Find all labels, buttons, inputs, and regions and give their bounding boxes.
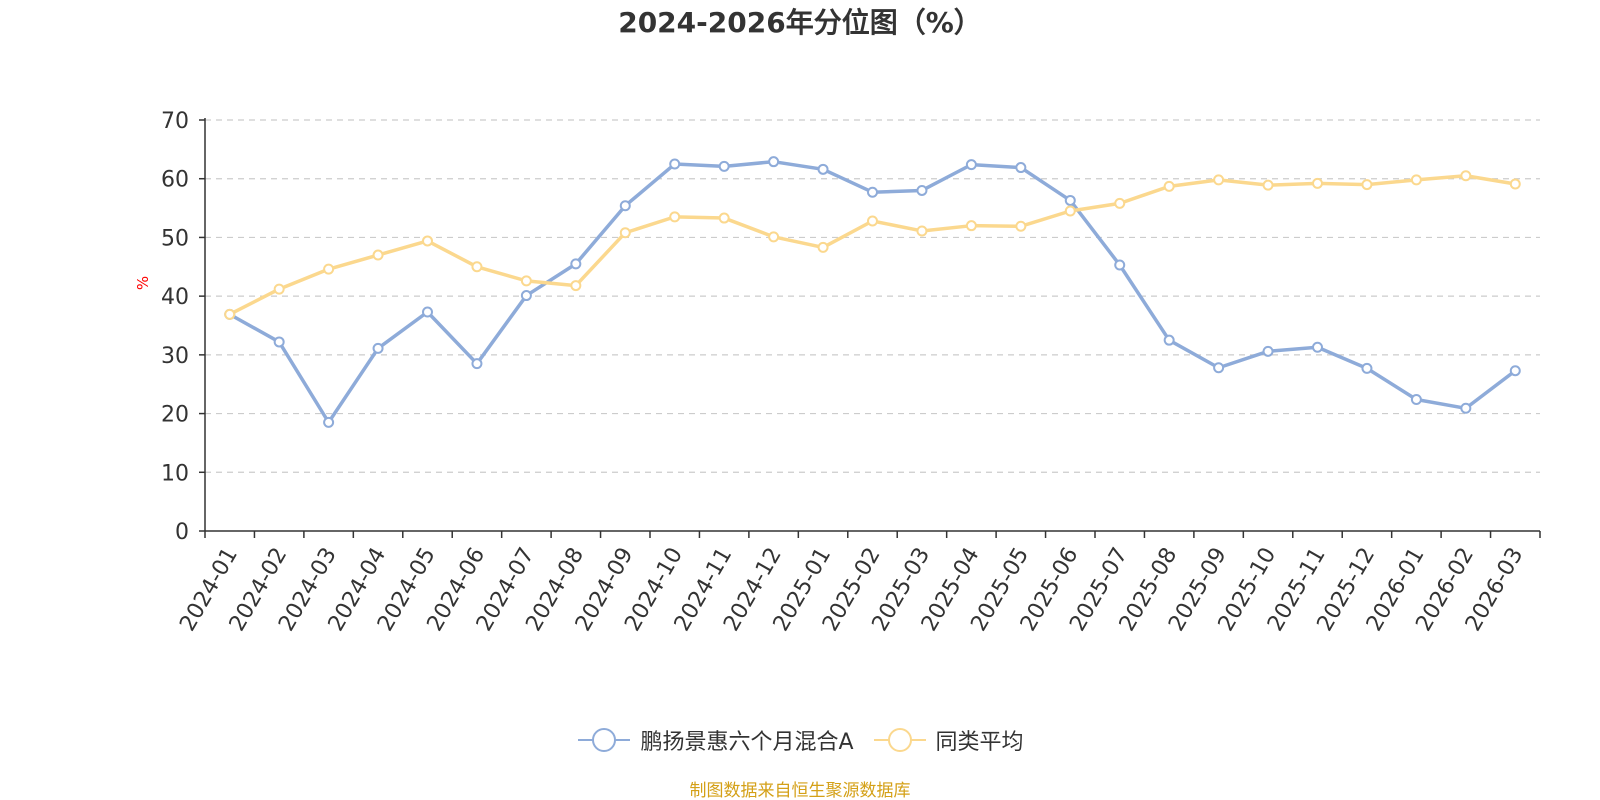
data-point-series-1 [1064, 205, 1076, 217]
data-point-series-1 [323, 263, 335, 275]
y-tick-label: 70 [161, 109, 189, 134]
data-point-series-1 [669, 211, 681, 223]
data-point-series-0 [323, 416, 335, 428]
data-point-series-0 [471, 358, 483, 370]
data-point-series-1 [817, 241, 829, 253]
data-point-series-0 [1262, 345, 1274, 357]
y-axis-label: % [134, 276, 152, 290]
data-point-series-1 [1163, 180, 1175, 192]
data-point-series-0 [768, 156, 780, 168]
data-point-series-1 [1410, 174, 1422, 186]
data-point-series-1 [1262, 179, 1274, 191]
data-point-series-1 [273, 283, 285, 295]
data-point-series-0 [718, 160, 730, 172]
data-point-series-0 [570, 258, 582, 270]
axes: 010203040506070%2024-012024-022024-03202… [134, 109, 1541, 636]
data-point-series-0 [619, 200, 631, 212]
series-lines [224, 156, 1521, 428]
grid-lines [205, 119, 1540, 473]
legend-symbol-category-average [873, 728, 926, 752]
data-point-series-0 [867, 186, 878, 198]
data-point-series-1 [1213, 174, 1225, 186]
legend: 鹏扬景惠六个月混合A 同类平均 [0, 722, 1600, 758]
data-point-series-1 [916, 225, 928, 237]
chart-title: 2024-2026年分位图（%） [618, 6, 982, 39]
data-point-series-1 [520, 275, 532, 287]
data-point-series-1 [422, 235, 433, 247]
y-tick-label: 0 [175, 520, 189, 545]
data-point-series-1 [1114, 197, 1126, 209]
y-tick-label: 50 [161, 226, 189, 251]
data-point-series-1 [1312, 177, 1323, 189]
y-tick-label: 60 [161, 168, 189, 193]
legend-symbol-fund [578, 728, 631, 752]
data-point-series-0 [965, 159, 977, 171]
data-point-series-0 [422, 306, 433, 318]
data-point-series-1 [471, 261, 483, 273]
data-point-series-1 [718, 212, 730, 224]
data-point-series-1 [965, 220, 977, 232]
data-point-series-0 [1213, 362, 1225, 374]
data-point-series-0 [1163, 334, 1175, 346]
data-point-series-0 [669, 158, 681, 170]
legend-label-category-average: 同类平均 [935, 730, 1024, 755]
data-point-series-1 [768, 231, 780, 243]
data-point-series-1 [570, 280, 582, 292]
data-point-series-1 [1460, 170, 1472, 182]
data-point-series-1 [619, 227, 631, 239]
data-point-series-0 [1410, 393, 1422, 405]
data-point-series-1 [1015, 220, 1027, 232]
y-tick-label: 10 [161, 461, 189, 486]
data-point-series-0 [1064, 194, 1076, 206]
source-note: 制图数据来自恒生聚源数据库 [689, 781, 911, 800]
data-point-series-0 [372, 342, 384, 354]
legend-label-fund: 鹏扬景惠六个月混合A [640, 730, 854, 755]
data-point-series-1 [867, 215, 878, 227]
data-point-series-1 [372, 249, 384, 261]
series-line-0 [227, 159, 1518, 425]
y-tick-label: 20 [161, 403, 189, 428]
data-point-series-1 [1509, 178, 1521, 190]
data-point-series-0 [1312, 341, 1323, 353]
data-point-series-0 [1114, 259, 1126, 271]
legend-item-fund[interactable]: 鹏扬景惠六个月混合A [576, 724, 854, 756]
data-point-series-0 [273, 336, 285, 348]
data-point-series-0 [1509, 365, 1521, 377]
data-point-series-0 [1015, 162, 1027, 174]
y-tick-label: 30 [161, 344, 189, 369]
data-point-series-1 [1361, 179, 1373, 191]
y-tick-label: 40 [161, 285, 189, 310]
legend-item-category-average[interactable]: 同类平均 [872, 724, 1024, 756]
data-point-series-0 [817, 163, 829, 175]
data-point-series-0 [916, 184, 928, 196]
data-point-series-1 [224, 308, 236, 320]
data-point-series-0 [520, 290, 532, 302]
data-point-series-0 [1361, 362, 1373, 374]
data-point-series-0 [1460, 402, 1472, 414]
